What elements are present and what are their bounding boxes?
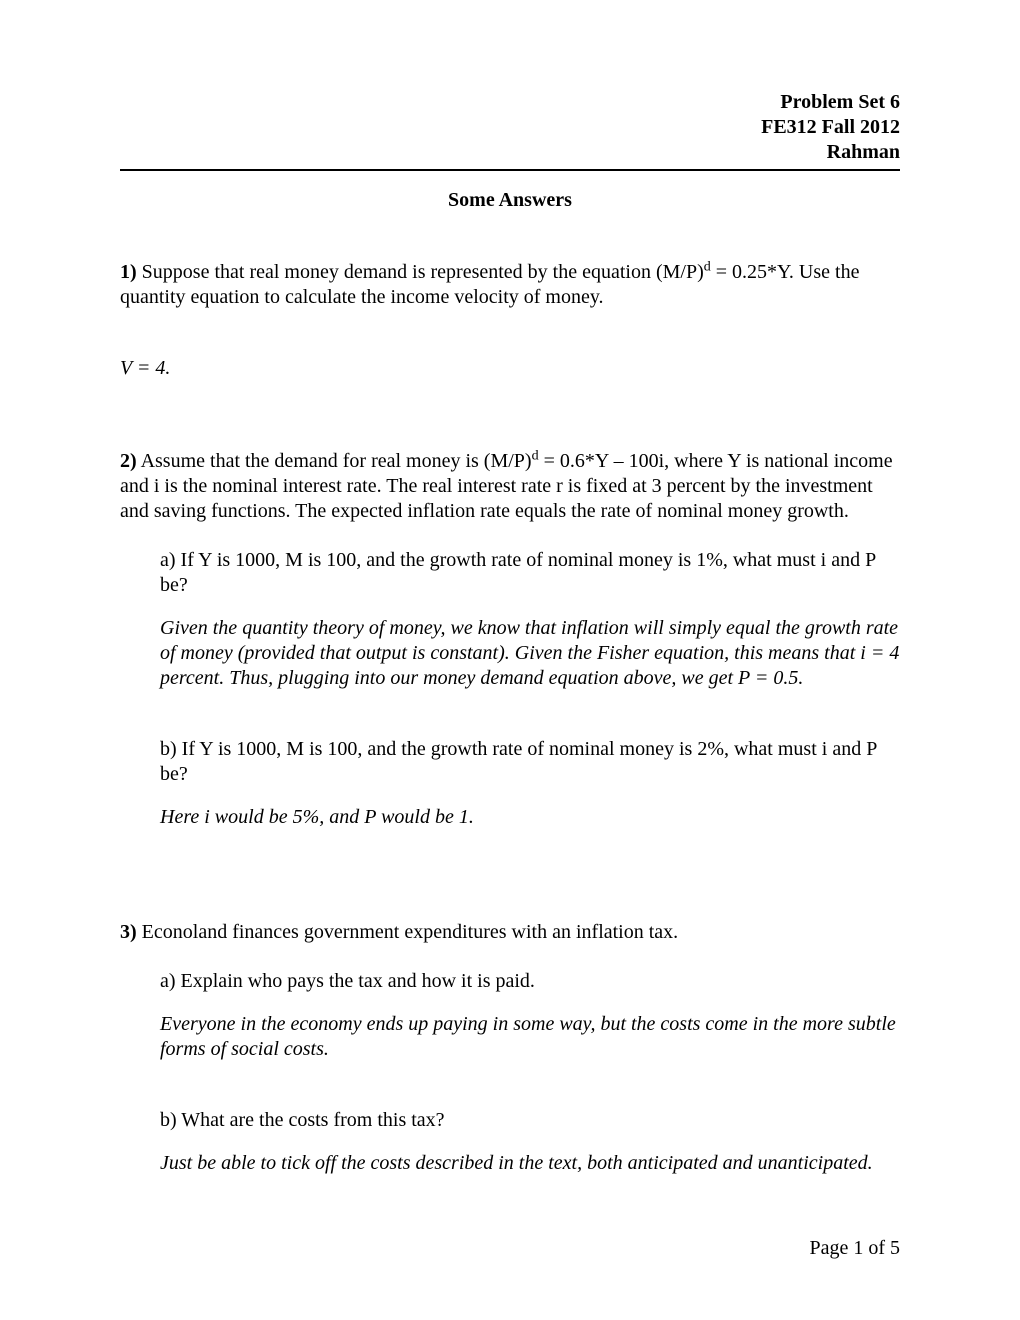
- header-rule: [120, 169, 900, 171]
- q1-text-before: Suppose that real money demand is repres…: [137, 261, 704, 283]
- q1-label: 1): [120, 261, 137, 283]
- q2b-answer: Here i would be 5%, and P would be 1.: [160, 805, 900, 830]
- q2-text: 2) Assume that the demand for real money…: [120, 449, 900, 524]
- header-block: Problem Set 6 FE312 Fall 2012 Rahman: [120, 90, 900, 165]
- q2a-answer: Given the quantity theory of money, we k…: [160, 616, 900, 691]
- q2b-text: b) If Y is 1000, M is 100, and the growt…: [160, 737, 900, 787]
- q2b-block: b) If Y is 1000, M is 100, and the growt…: [160, 737, 900, 830]
- q1-sup: d: [704, 259, 711, 274]
- q2a-text: a) If Y is 1000, M is 100, and the growt…: [160, 548, 900, 598]
- q3-body: Econoland finances government expenditur…: [137, 921, 679, 943]
- q3b-text: b) What are the costs from this tax?: [160, 1108, 900, 1133]
- q3b-block: b) What are the costs from this tax? Jus…: [160, 1108, 900, 1176]
- q2-sup: d: [532, 448, 539, 463]
- q3-label: 3): [120, 921, 137, 943]
- q2-label: 2): [120, 450, 137, 472]
- q2-text-before: Assume that the demand for real money is…: [137, 450, 532, 472]
- q3a-answer: Everyone in the economy ends up paying i…: [160, 1012, 900, 1062]
- q2a-block: a) If Y is 1000, M is 100, and the growt…: [160, 548, 900, 691]
- q1-answer: V = 4.: [120, 356, 900, 381]
- header-line-3: Rahman: [120, 140, 900, 165]
- q3a-text: a) Explain who pays the tax and how it i…: [160, 969, 900, 994]
- q3a-block: a) Explain who pays the tax and how it i…: [160, 969, 900, 1062]
- page-footer: Page 1 of 5: [809, 1237, 900, 1260]
- q3-text: 3) Econoland finances government expendi…: [120, 920, 900, 945]
- q1-text: 1) Suppose that real money demand is rep…: [120, 260, 900, 310]
- q3b-answer: Just be able to tick off the costs descr…: [160, 1151, 900, 1176]
- header-line-1: Problem Set 6: [120, 90, 900, 115]
- page-title: Some Answers: [120, 189, 900, 212]
- header-line-2: FE312 Fall 2012: [120, 115, 900, 140]
